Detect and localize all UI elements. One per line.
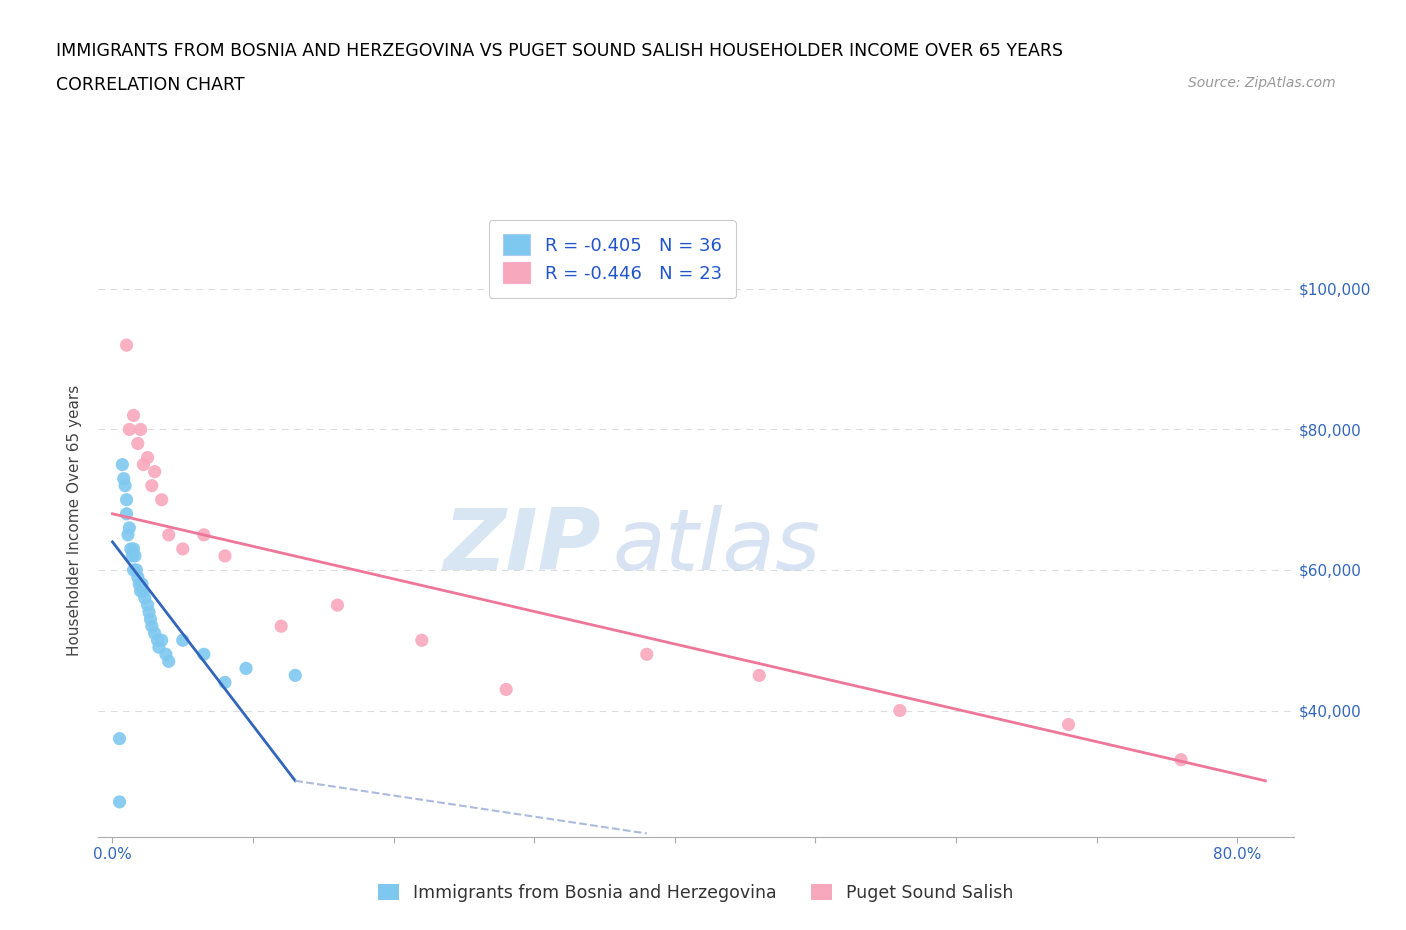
Point [155,647,177,662]
Point [214,549,236,564]
Point [115,506,138,521]
Point [114,478,136,493]
Point [138,604,160,619]
Point [148,640,170,655]
Point [143,464,166,479]
Point [131,577,153,591]
Point [128,577,150,591]
Point [284,668,307,683]
Point [143,626,166,641]
Point [1057,717,1080,732]
Point [141,478,163,493]
Point [136,450,159,465]
Point [235,661,257,676]
Point [136,598,159,613]
Point [108,731,131,746]
Point [270,618,292,633]
Point [132,584,155,599]
Point [118,422,141,437]
Text: Source: ZipAtlas.com: Source: ZipAtlas.com [1188,76,1336,90]
Point [124,549,146,564]
Point [157,527,180,542]
Point [132,458,155,472]
Point [193,527,215,542]
Point [150,492,173,507]
Point [120,541,142,556]
Point [636,647,658,662]
Point [889,703,911,718]
Text: ZIP: ZIP [443,505,600,588]
Point [150,632,173,647]
Point [411,632,433,647]
Point [122,563,145,578]
Text: atlas: atlas [613,505,820,588]
Point [157,654,180,669]
Point [127,436,149,451]
Point [139,612,162,627]
Point [748,668,770,683]
Point [115,492,138,507]
Point [1170,752,1192,767]
Point [129,584,152,599]
Point [117,527,139,542]
Legend: Immigrants from Bosnia and Herzegovina, Puget Sound Salish: Immigrants from Bosnia and Herzegovina, … [370,875,1022,910]
Text: CORRELATION CHART: CORRELATION CHART [56,76,245,94]
Point [125,563,148,578]
Point [214,675,236,690]
Point [146,632,169,647]
Point [172,541,194,556]
Text: IMMIGRANTS FROM BOSNIA AND HERZEGOVINA VS PUGET SOUND SALISH HOUSEHOLDER INCOME : IMMIGRANTS FROM BOSNIA AND HERZEGOVINA V… [56,42,1063,60]
Point [127,569,149,584]
Point [141,618,163,633]
Point [108,794,131,809]
Point [134,591,156,605]
Point [122,541,145,556]
Point [129,422,152,437]
Point [112,472,135,486]
Point [115,338,138,352]
Point [118,521,141,536]
Point [495,682,517,697]
Point [172,632,194,647]
Point [121,549,143,564]
Y-axis label: Householder Income Over 65 years: Householder Income Over 65 years [67,385,83,657]
Point [122,408,145,423]
Point [111,458,134,472]
Point [193,647,215,662]
Point [326,598,349,613]
